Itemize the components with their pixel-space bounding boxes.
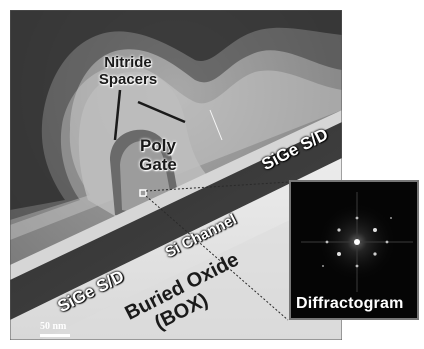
dark-halo <box>10 10 342 220</box>
scale-bar <box>40 334 70 337</box>
diffractogram-label: Diffractogram <box>296 295 404 312</box>
nitride-spacers-label: Nitride Spacers <box>93 55 163 87</box>
diffractogram-inset <box>289 180 419 320</box>
sige-si-layer <box>10 122 342 320</box>
fft-region-marker <box>139 189 147 197</box>
poly-gate-line2: Gate <box>139 155 177 174</box>
nitride-spacers-line2: Spacers <box>98 71 158 88</box>
nitride-spacers-line1: Nitride <box>104 54 152 71</box>
tem-micrograph <box>10 10 342 340</box>
diffraction-pattern <box>291 182 417 318</box>
scale-bar-label: 50 nm <box>40 321 67 332</box>
poly-gate-label: Poly Gate <box>133 137 183 173</box>
poly-gate-line1: Poly <box>140 136 176 155</box>
